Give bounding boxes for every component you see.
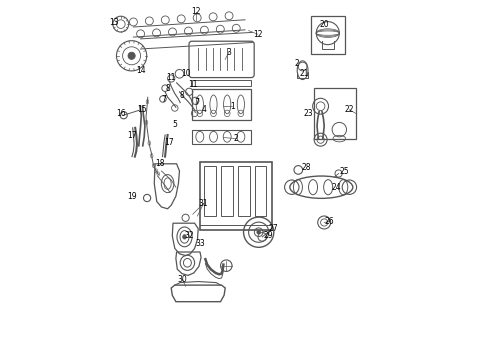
Bar: [192, 80, 251, 86]
Bar: [311, 17, 345, 54]
Text: 32: 32: [184, 231, 194, 240]
Text: 1: 1: [230, 102, 235, 111]
Text: 33: 33: [195, 239, 205, 248]
Bar: [314, 88, 356, 139]
Text: 16: 16: [116, 109, 125, 118]
Text: 27: 27: [269, 224, 279, 233]
Text: 2: 2: [234, 134, 238, 143]
Text: 20: 20: [319, 20, 329, 29]
Text: 28: 28: [301, 163, 311, 172]
Text: 8: 8: [180, 91, 184, 100]
Text: 2: 2: [295, 59, 299, 68]
Bar: [192, 89, 251, 120]
Text: 30: 30: [177, 275, 187, 284]
Text: 12: 12: [192, 7, 201, 16]
Text: 7: 7: [194, 98, 199, 107]
Text: 19: 19: [127, 192, 136, 201]
Bar: [192, 130, 251, 144]
Text: 24: 24: [332, 183, 342, 192]
Text: 4: 4: [201, 105, 206, 114]
Text: 11: 11: [188, 80, 197, 89]
Text: 17: 17: [127, 131, 136, 140]
Text: 31: 31: [199, 199, 208, 208]
Ellipse shape: [183, 235, 186, 239]
Text: 5: 5: [172, 120, 177, 129]
Text: 29: 29: [264, 231, 273, 240]
Bar: [220, 166, 233, 216]
Circle shape: [257, 230, 261, 234]
Bar: [204, 166, 216, 216]
Bar: [238, 166, 249, 216]
Text: 3: 3: [226, 48, 231, 57]
Text: 18: 18: [156, 159, 165, 168]
Text: 23: 23: [303, 109, 313, 118]
Text: 22: 22: [344, 105, 354, 114]
Text: 7: 7: [162, 95, 167, 104]
Bar: [254, 166, 267, 216]
Text: 12: 12: [253, 30, 262, 39]
Text: 13: 13: [109, 18, 119, 27]
Circle shape: [128, 52, 135, 59]
Text: 11: 11: [167, 73, 176, 82]
Text: 14: 14: [136, 66, 146, 75]
Text: 17: 17: [165, 138, 174, 147]
Text: 25: 25: [339, 166, 349, 176]
Bar: [200, 162, 272, 230]
Text: 8: 8: [165, 84, 170, 93]
Text: 15: 15: [138, 105, 147, 114]
Text: 21: 21: [300, 69, 309, 78]
Text: 10: 10: [181, 69, 191, 78]
Text: 26: 26: [325, 217, 334, 226]
